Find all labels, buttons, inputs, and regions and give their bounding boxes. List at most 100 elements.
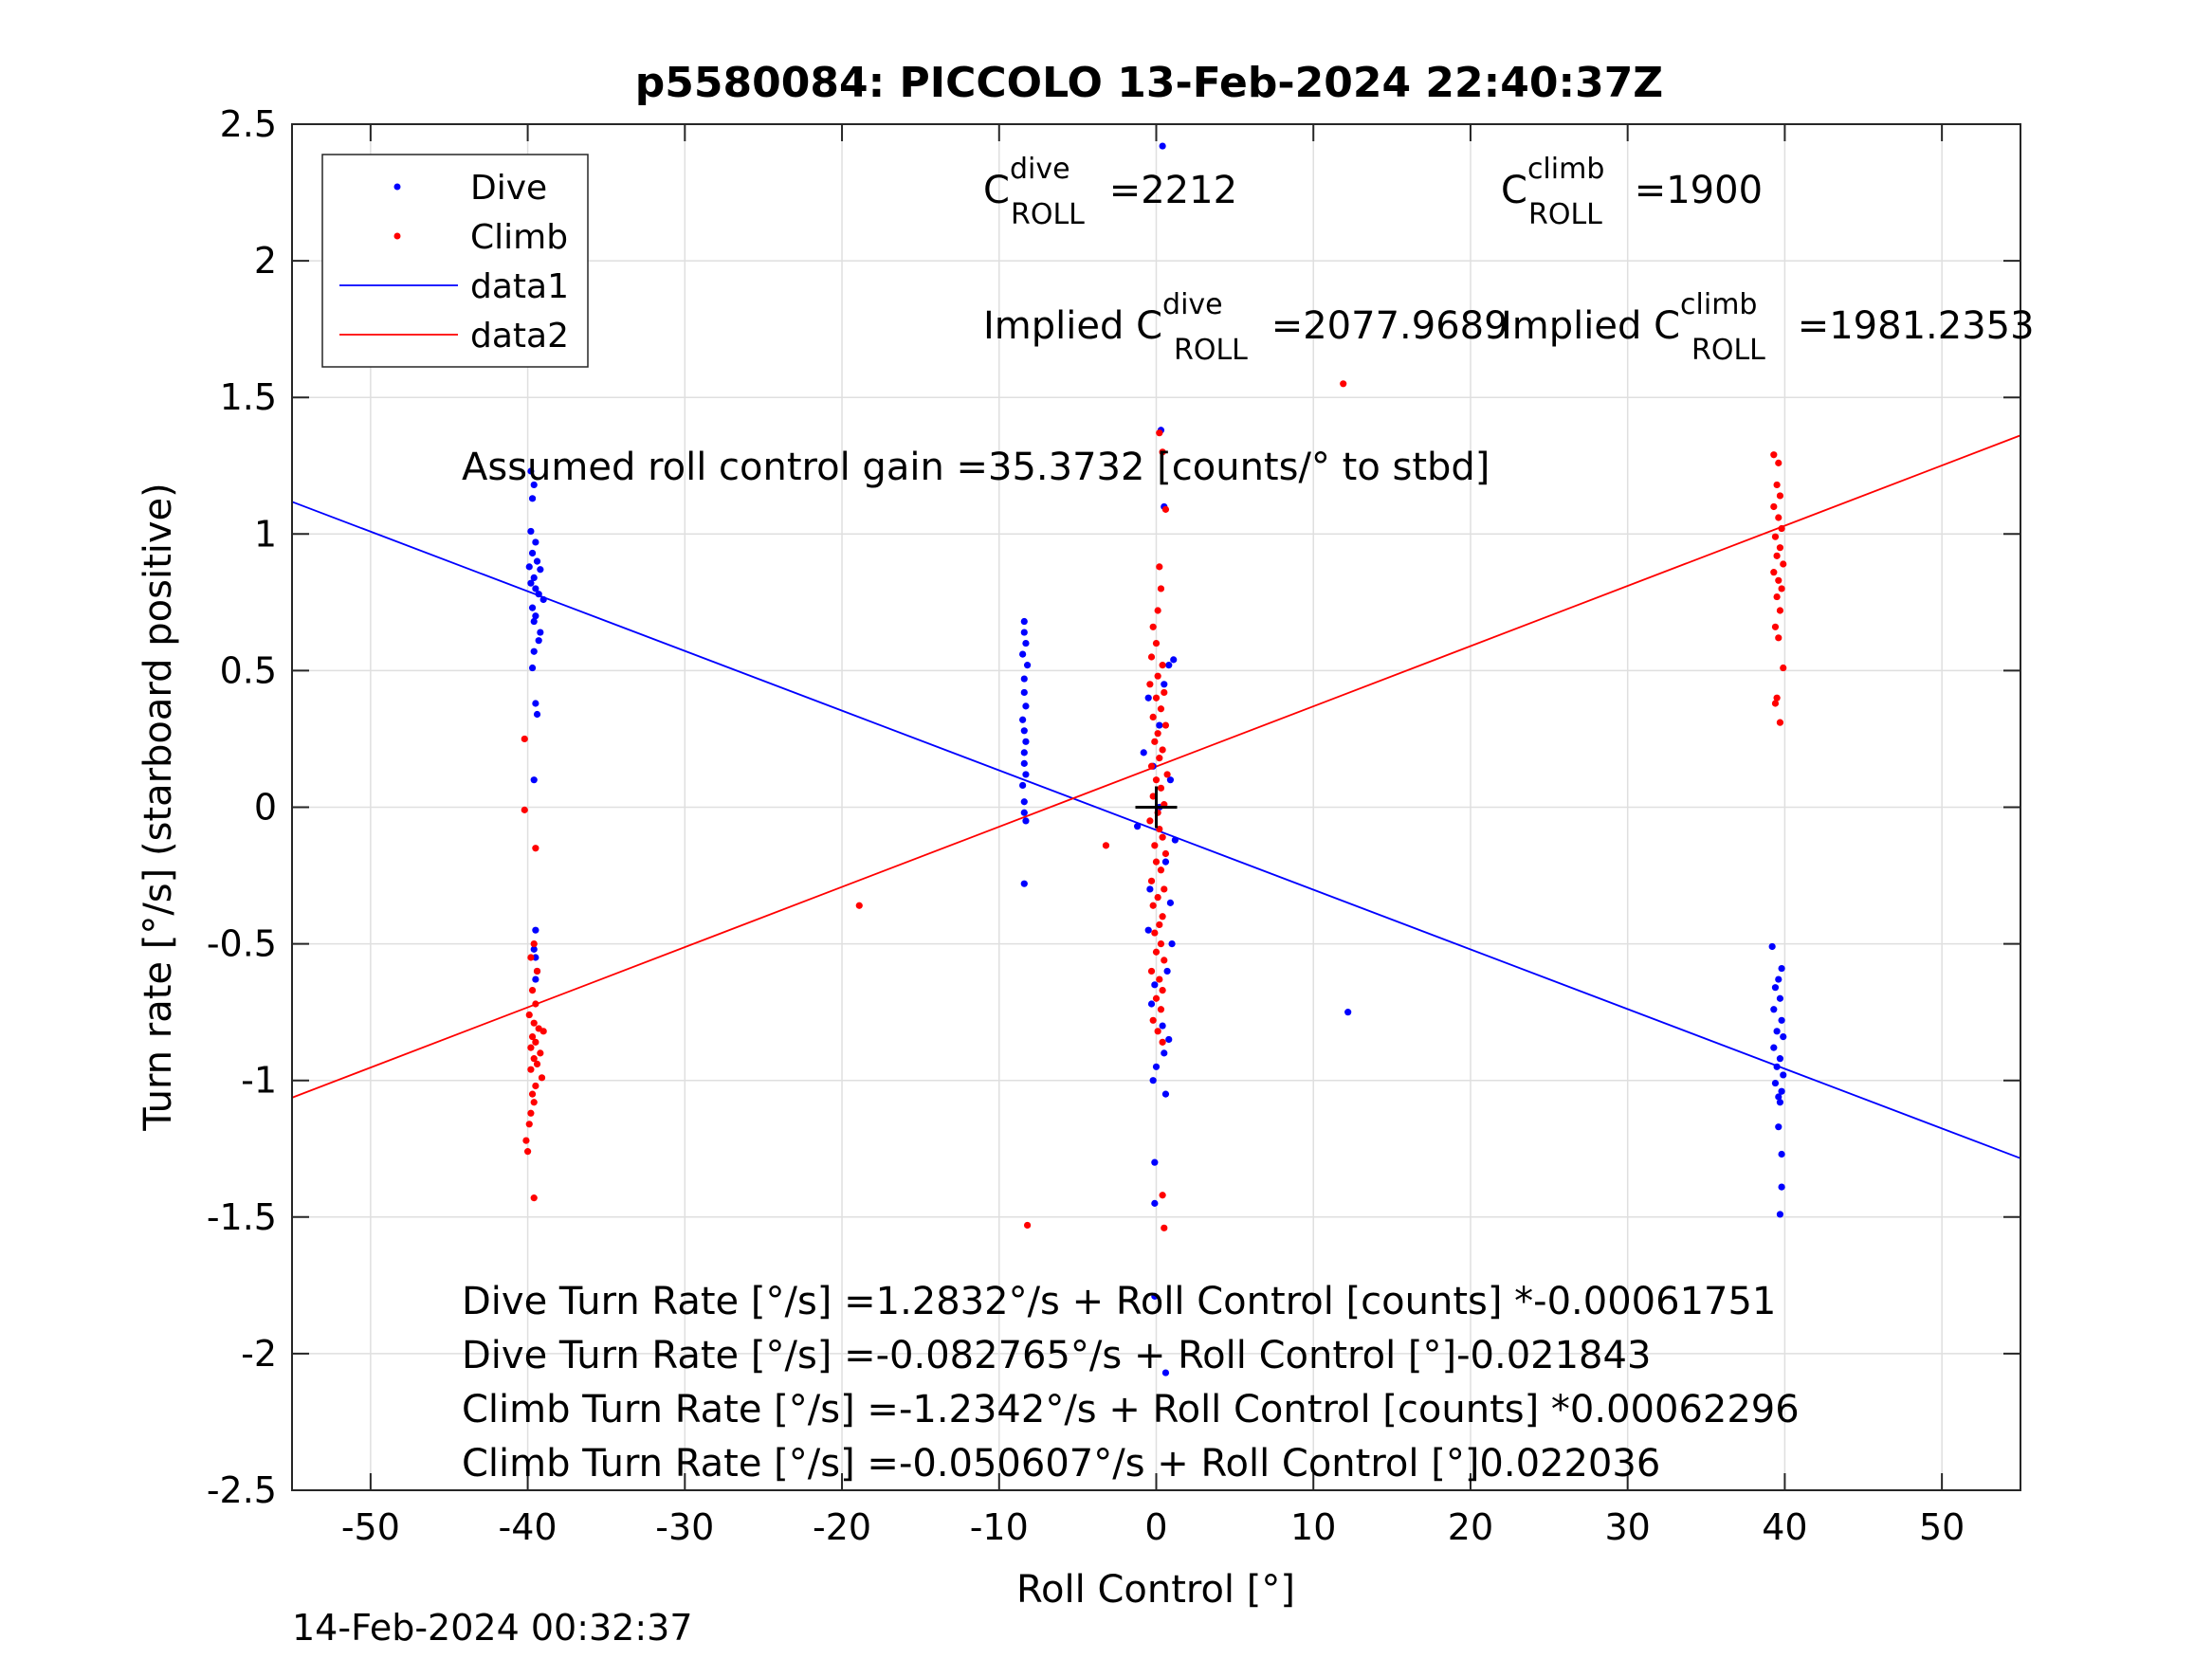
point-climb bbox=[1776, 719, 1784, 726]
point-climb bbox=[1770, 502, 1778, 511]
point-climb bbox=[525, 1011, 533, 1019]
point-climb bbox=[1147, 967, 1156, 975]
point-climb bbox=[523, 1148, 532, 1156]
point-dive bbox=[1159, 142, 1166, 150]
point-climb bbox=[1161, 957, 1168, 964]
point-climb bbox=[1161, 885, 1168, 893]
data-points bbox=[521, 142, 1787, 1376]
point-dive bbox=[1344, 1009, 1352, 1016]
point-dive bbox=[1151, 1158, 1159, 1166]
legend-marker-climb bbox=[393, 232, 401, 240]
point-dive bbox=[528, 549, 537, 557]
point-climb bbox=[1152, 858, 1161, 866]
point-climb bbox=[533, 967, 541, 975]
point-climb bbox=[528, 986, 537, 994]
point-climb bbox=[530, 1055, 538, 1063]
point-climb bbox=[1775, 634, 1782, 642]
point-climb bbox=[1146, 681, 1154, 688]
equation-climb-counts: Climb Turn Rate [°/s] =-1.2342°/s + Roll… bbox=[462, 1388, 1800, 1431]
legend-marker-dive bbox=[393, 183, 401, 191]
point-climb bbox=[1780, 560, 1787, 568]
point-climb bbox=[1161, 1224, 1168, 1231]
point-climb bbox=[1161, 721, 1170, 729]
y-tick-label: -1.5 bbox=[207, 1196, 277, 1238]
legend-box bbox=[321, 154, 589, 368]
point-climb bbox=[1149, 623, 1157, 630]
point-dive bbox=[1775, 975, 1782, 983]
point-dive bbox=[1170, 656, 1178, 664]
point-dive bbox=[1770, 1006, 1778, 1013]
point-climb bbox=[538, 1074, 546, 1082]
point-dive bbox=[1171, 836, 1179, 844]
point-dive bbox=[1022, 702, 1030, 710]
point-dive bbox=[1168, 940, 1176, 948]
point-climb bbox=[530, 940, 538, 948]
point-climb bbox=[527, 954, 535, 961]
point-climb bbox=[525, 1121, 533, 1128]
timestamp: 14-Feb-2024 00:32:37 bbox=[292, 1607, 693, 1649]
point-climb bbox=[1778, 585, 1785, 592]
point-dive bbox=[1151, 1199, 1159, 1207]
annotation-implied-climb: Implied Cclimb ROLL =1981.2353 bbox=[1501, 288, 2035, 367]
point-dive bbox=[532, 585, 539, 592]
point-climb bbox=[527, 1066, 535, 1073]
point-dive bbox=[1778, 1016, 1785, 1024]
point-dive bbox=[530, 945, 538, 953]
point-climb bbox=[1151, 842, 1159, 849]
point-climb bbox=[1156, 563, 1163, 571]
point-climb bbox=[1780, 664, 1787, 672]
point-climb bbox=[1771, 623, 1780, 630]
y-tick-label: -2 bbox=[241, 1333, 277, 1375]
x-tick-label: -10 bbox=[970, 1506, 1029, 1548]
point-climb bbox=[1152, 639, 1161, 647]
point-dive bbox=[1163, 967, 1171, 975]
point-climb bbox=[1152, 948, 1161, 956]
point-dive bbox=[1019, 716, 1027, 723]
point-climb bbox=[532, 845, 539, 852]
x-tick-label: -20 bbox=[813, 1506, 871, 1548]
point-dive bbox=[1022, 639, 1030, 647]
point-climb bbox=[1778, 524, 1785, 533]
point-dive bbox=[1776, 1099, 1784, 1106]
point-dive bbox=[1161, 858, 1170, 866]
point-dive bbox=[530, 574, 538, 582]
point-climb bbox=[1157, 585, 1165, 592]
point-climb bbox=[1024, 1221, 1032, 1230]
point-climb bbox=[1154, 894, 1161, 902]
point-climb bbox=[522, 1137, 530, 1144]
point-dive bbox=[532, 975, 539, 983]
point-dive bbox=[1778, 1150, 1785, 1158]
point-dive bbox=[1161, 1049, 1168, 1057]
point-dive bbox=[535, 637, 542, 645]
point-dive bbox=[525, 563, 533, 571]
point-dive bbox=[532, 954, 539, 961]
point-climb bbox=[1156, 429, 1163, 437]
point-climb bbox=[1102, 842, 1110, 849]
point-dive bbox=[532, 700, 539, 707]
point-dive bbox=[1020, 629, 1028, 636]
point-climb bbox=[1149, 793, 1157, 800]
point-dive bbox=[1773, 1028, 1781, 1035]
legend-label-data2: data2 bbox=[470, 317, 569, 356]
point-dive bbox=[1780, 1071, 1787, 1079]
point-climb bbox=[1161, 849, 1170, 858]
point-climb bbox=[1773, 552, 1781, 559]
point-dive bbox=[1020, 675, 1028, 683]
point-climb bbox=[530, 1194, 538, 1202]
point-dive bbox=[528, 604, 537, 611]
point-climb bbox=[1154, 672, 1161, 680]
y-tick-label: -2.5 bbox=[207, 1469, 277, 1511]
legend: Dive Climb data1 data2 bbox=[321, 154, 589, 368]
x-tick-label: 30 bbox=[1605, 1506, 1651, 1548]
point-climb bbox=[1340, 380, 1347, 388]
point-dive bbox=[1022, 738, 1030, 745]
point-climb bbox=[1159, 448, 1166, 456]
y-tick-label: 2 bbox=[254, 240, 277, 282]
point-climb bbox=[1151, 738, 1159, 745]
point-dive bbox=[532, 538, 539, 546]
point-climb bbox=[1152, 776, 1161, 784]
point-climb bbox=[539, 1028, 547, 1035]
point-dive bbox=[532, 926, 539, 934]
point-dive bbox=[1776, 1211, 1784, 1218]
